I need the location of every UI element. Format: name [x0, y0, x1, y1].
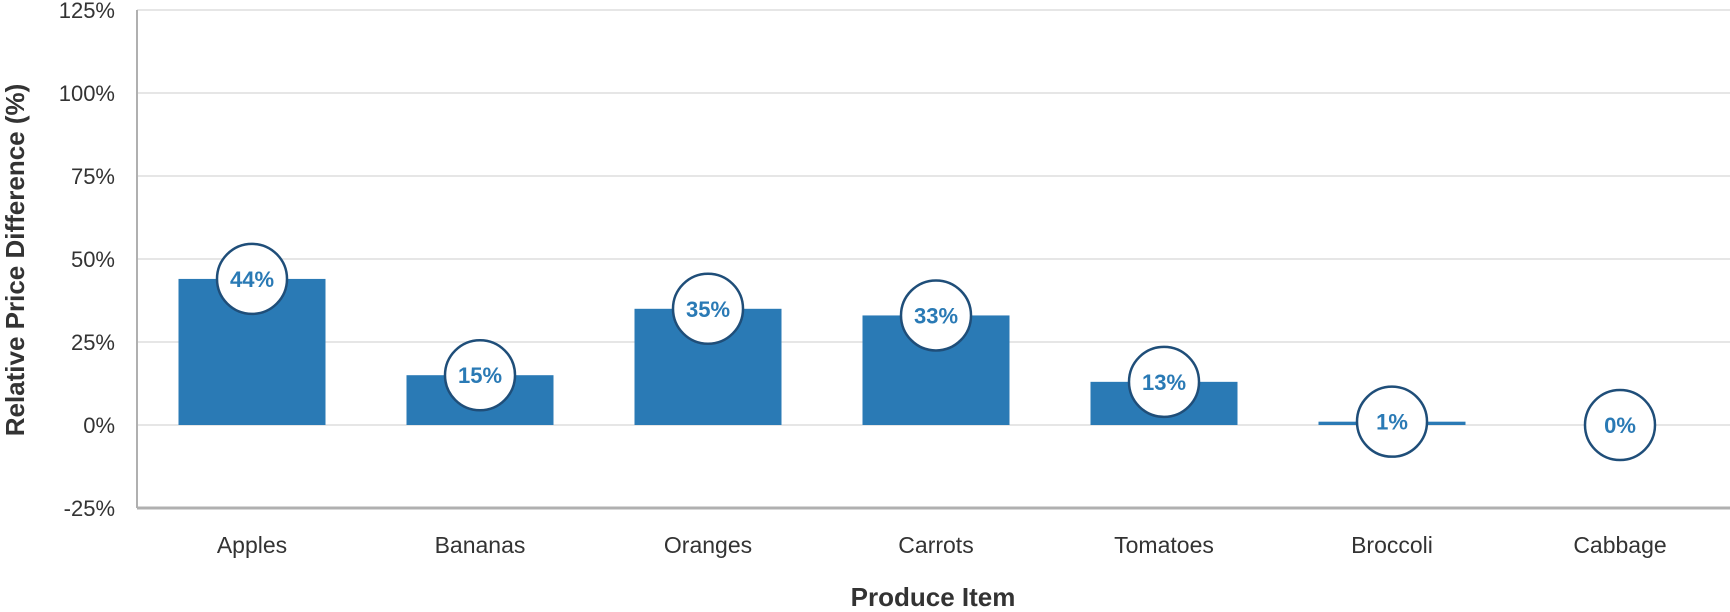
x-tick-label: Oranges — [664, 532, 752, 558]
data-label-apples: 44% — [215, 242, 289, 316]
data-label-circle — [215, 242, 289, 316]
data-label-text: 15% — [458, 363, 502, 388]
y-tick-label: 25% — [71, 330, 115, 355]
data-label-circle — [671, 272, 745, 346]
data-label-tomatoes: 13% — [1127, 345, 1201, 419]
x-tick-label: Apples — [217, 532, 287, 558]
y-tick-label: 50% — [71, 247, 115, 272]
data-label-circle — [899, 279, 973, 352]
y-tick-label: 125% — [59, 0, 115, 23]
data-label-bananas: 15% — [443, 338, 517, 412]
data-label-text: 35% — [686, 297, 730, 322]
x-tick-labels: Apples Bananas Oranges Carrots Tomatoes Brocc… — [217, 532, 1667, 558]
x-tick-label: Broccoli — [1351, 532, 1433, 558]
data-label-circle — [443, 338, 517, 412]
y-tick-label: 100% — [59, 81, 115, 106]
data-label-text: 33% — [914, 303, 958, 328]
y-tick-label: 0% — [83, 413, 115, 438]
y-tick-label: 75% — [71, 164, 115, 189]
x-tick-label: Tomatoes — [1114, 532, 1214, 558]
data-labels: 44% 15% 35% 33% 13% 1% 0% — [215, 242, 1657, 462]
y-tick-label: -25% — [64, 496, 115, 521]
data-label-circle — [1583, 388, 1657, 462]
data-label-circle — [1355, 385, 1429, 458]
data-label-text: 13% — [1142, 370, 1186, 395]
data-label-text: 0% — [1604, 413, 1636, 438]
data-label-broccoli: 1% — [1355, 385, 1429, 458]
bars — [178, 278, 1466, 425]
x-tick-label: Carrots — [898, 532, 973, 558]
y-tick-labels: -25% 0% 25% 50% 75% 100% 125% — [59, 0, 115, 521]
y-axis-title: Relative Price Difference (%) — [0, 84, 30, 437]
x-tick-label: Cabbage — [1573, 532, 1666, 558]
axes — [136, 10, 1730, 510]
data-label-circle — [1127, 345, 1201, 419]
data-label-text: 44% — [230, 267, 274, 292]
data-label-text: 1% — [1376, 410, 1408, 435]
x-axis-title: Produce Item — [851, 582, 1016, 612]
data-label-oranges: 35% — [671, 272, 745, 346]
data-label-carrots: 33% — [899, 279, 973, 352]
data-label-cabbage: 0% — [1583, 388, 1657, 462]
x-tick-label: Bananas — [435, 532, 526, 558]
